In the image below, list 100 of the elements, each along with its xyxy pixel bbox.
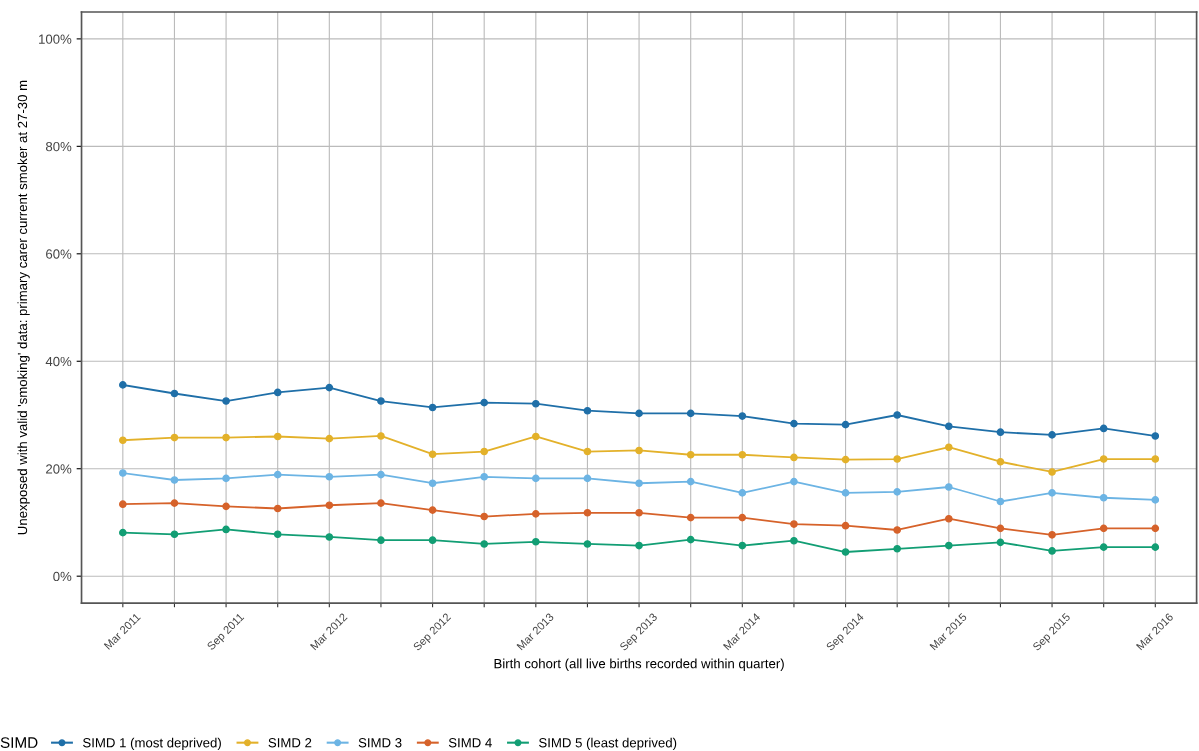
- point: [325, 533, 334, 541]
- point: [377, 470, 385, 479]
- point: [893, 526, 902, 534]
- y-tick-label: 80%: [45, 141, 72, 152]
- point: [1099, 524, 1108, 533]
- point: [738, 541, 747, 550]
- point: [480, 447, 489, 456]
- point: [1151, 455, 1160, 463]
- point: [170, 476, 179, 484]
- point: [1099, 543, 1108, 551]
- point: [841, 548, 850, 556]
- point: [686, 535, 695, 544]
- point: [996, 457, 1005, 466]
- point: [686, 450, 695, 459]
- x-axis-title: Birth cohort (all live births recorded within quarter): [494, 658, 784, 671]
- point: [583, 540, 592, 548]
- point: [531, 537, 540, 546]
- point: [222, 502, 230, 511]
- legend-title: SIMD: [0, 737, 38, 748]
- point: [944, 514, 953, 523]
- point: [1151, 496, 1160, 504]
- point: [841, 420, 850, 429]
- point: [480, 540, 489, 548]
- point: [119, 436, 127, 445]
- y-tick-label: 100%: [39, 34, 72, 44]
- point: [325, 383, 334, 392]
- point: [686, 477, 695, 486]
- point: [480, 512, 489, 521]
- point: [996, 428, 1005, 437]
- point: [222, 397, 230, 405]
- point: [170, 433, 179, 442]
- point: [1048, 489, 1056, 497]
- y-tick-label: 20%: [46, 464, 72, 474]
- point: [170, 530, 179, 539]
- point: [273, 470, 282, 479]
- point: [893, 488, 902, 496]
- point: [222, 433, 230, 442]
- point: [583, 474, 592, 483]
- point: [325, 501, 334, 510]
- y-tick-label: 60%: [46, 249, 72, 259]
- point: [119, 528, 127, 537]
- point: [944, 422, 953, 431]
- point: [841, 489, 850, 497]
- legend-label: SIMD 5 (least deprived): [539, 737, 677, 751]
- point: [377, 499, 385, 507]
- point: [635, 508, 643, 517]
- point: [1048, 547, 1056, 555]
- point: [738, 513, 747, 522]
- point: [1151, 524, 1160, 533]
- point: [1099, 493, 1108, 502]
- point: [531, 510, 540, 518]
- legend-label: SIMD 1 (most deprived): [83, 737, 221, 751]
- point: [480, 472, 489, 481]
- point: [841, 521, 850, 530]
- point: [428, 506, 437, 514]
- point: [377, 536, 385, 545]
- point: [222, 474, 230, 483]
- point: [1048, 431, 1056, 439]
- point: [273, 504, 282, 513]
- y-tick-label: 40%: [45, 356, 72, 367]
- point: [1151, 543, 1160, 551]
- point: [996, 538, 1005, 547]
- point: [790, 520, 798, 528]
- point: [170, 499, 179, 507]
- point: [738, 412, 747, 420]
- point: [686, 409, 695, 418]
- point: [738, 489, 747, 497]
- point: [1048, 468, 1056, 476]
- point: [428, 536, 437, 545]
- y-tick-label: 0%: [53, 571, 72, 582]
- point: [1099, 455, 1108, 463]
- point: [790, 419, 798, 428]
- point: [480, 398, 489, 407]
- point: [944, 541, 953, 550]
- point: [738, 450, 747, 459]
- point: [428, 479, 437, 488]
- point: [119, 381, 127, 389]
- point: [222, 525, 230, 534]
- point: [531, 432, 540, 441]
- point: [790, 477, 798, 486]
- point: [273, 530, 282, 539]
- point: [119, 469, 127, 477]
- point: [893, 411, 902, 419]
- point: [893, 544, 902, 553]
- point: [531, 474, 540, 483]
- y-axis-title: Unexposed with valid 'smoking' data: primary carer current smoker at 27-30 m: [17, 80, 30, 535]
- point: [944, 483, 953, 491]
- point: [428, 450, 437, 459]
- point: [841, 455, 850, 464]
- point: [1048, 530, 1056, 539]
- legend-label: SIMD 2: [268, 738, 312, 748]
- point: [325, 472, 334, 481]
- point: [377, 432, 385, 440]
- point: [790, 536, 798, 545]
- legend-label: SIMD 4: [448, 738, 492, 748]
- point: [428, 403, 437, 412]
- point: [686, 513, 695, 522]
- point: [635, 541, 643, 550]
- point: [583, 447, 592, 456]
- point: [170, 389, 179, 398]
